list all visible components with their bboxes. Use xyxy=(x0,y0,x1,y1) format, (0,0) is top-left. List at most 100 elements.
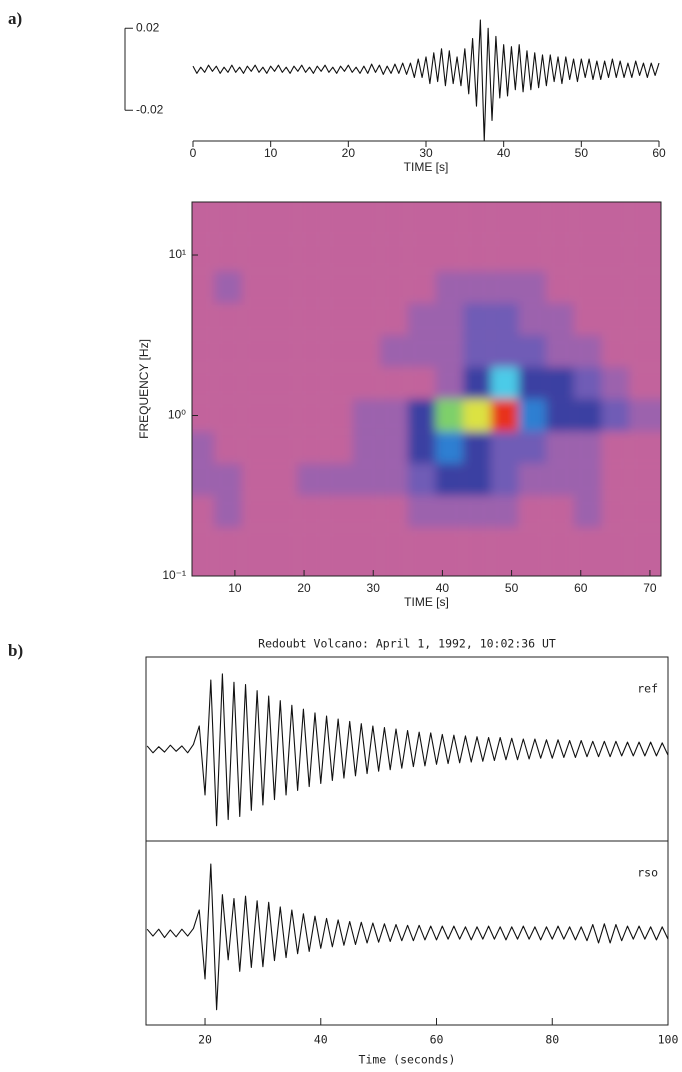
contour-cell xyxy=(269,239,298,272)
contour-cell xyxy=(573,335,602,368)
contour-cell xyxy=(352,527,381,576)
contour-cell xyxy=(214,239,242,272)
contour-cell xyxy=(269,495,298,528)
contour-cell xyxy=(241,303,270,336)
waveform xyxy=(146,673,669,827)
contour-cell xyxy=(463,431,491,464)
contour-cell xyxy=(463,303,491,336)
contour-cell xyxy=(573,271,602,304)
x-tick-label: 50 xyxy=(505,581,519,595)
contour-cell xyxy=(435,202,464,240)
contour-cell xyxy=(518,202,547,240)
plot-frame xyxy=(191,201,662,577)
contour-cell xyxy=(324,399,353,432)
contour-cell xyxy=(629,367,661,400)
contour-cell xyxy=(380,335,408,368)
contour-cell xyxy=(324,495,353,528)
contour-cell xyxy=(269,335,298,368)
contour-cell xyxy=(324,202,353,240)
contour-cell xyxy=(463,463,491,496)
contour-cell xyxy=(435,367,464,400)
contour-cell xyxy=(546,431,574,464)
contour-cell xyxy=(241,367,270,400)
contour-cell xyxy=(380,527,408,576)
contour-cell xyxy=(546,367,574,400)
contour-cell xyxy=(435,431,464,464)
contour-cell xyxy=(407,271,436,304)
x-tick-label: 60 xyxy=(652,146,666,160)
contour-cell xyxy=(435,335,464,368)
contour-cell xyxy=(573,527,602,576)
contour-cell xyxy=(546,463,574,496)
contour-cell xyxy=(380,367,408,400)
contour-cell xyxy=(241,239,270,272)
contour-cell xyxy=(407,463,436,496)
contour-cell xyxy=(573,303,602,336)
contour-cell xyxy=(463,367,491,400)
contour-cell xyxy=(490,335,519,368)
contour-cell xyxy=(324,431,353,464)
contour-cell xyxy=(601,431,630,464)
y-tick-label: 10⁰ xyxy=(168,408,186,422)
contour-cell xyxy=(380,303,408,336)
contour-cell xyxy=(490,399,519,432)
contour-cell xyxy=(546,335,574,368)
contour-cell xyxy=(490,202,519,240)
contour-cell xyxy=(518,239,547,272)
contour-cell xyxy=(435,495,464,528)
contour-cell xyxy=(352,463,381,496)
contour-cell xyxy=(192,495,215,528)
contour-cell xyxy=(380,495,408,528)
x-tick-label: 40 xyxy=(436,581,450,595)
contour-cell xyxy=(629,399,661,432)
x-tick-label: 60 xyxy=(430,1033,444,1047)
x-tick-label: 80 xyxy=(545,1033,559,1047)
series-label: ref xyxy=(637,682,658,696)
contour-cell xyxy=(546,527,574,576)
contour-cell xyxy=(601,239,630,272)
contour-cell xyxy=(573,202,602,240)
contour-cell xyxy=(435,303,464,336)
contour-cell xyxy=(214,367,242,400)
contour-cell xyxy=(241,495,270,528)
contour-cell xyxy=(214,527,242,576)
contour-cell xyxy=(352,202,381,240)
x-tick-label: 40 xyxy=(497,146,511,160)
contour-cell xyxy=(518,399,547,432)
contour-cell xyxy=(192,271,215,304)
x-axis-label: TIME [s] xyxy=(404,160,449,174)
contour-cell xyxy=(324,335,353,368)
contour-cell xyxy=(297,239,325,272)
contour-cell xyxy=(463,202,491,240)
contour-cell xyxy=(490,527,519,576)
contour-cell xyxy=(518,303,547,336)
contour-cell xyxy=(192,399,215,432)
x-axis-label: Time (seconds) xyxy=(359,1053,456,1067)
contour-cell xyxy=(241,335,270,368)
contour-cell xyxy=(324,271,353,304)
contour-cell xyxy=(297,367,325,400)
contour-cell xyxy=(380,271,408,304)
contour-cell xyxy=(241,463,270,496)
contour-cell xyxy=(573,399,602,432)
contour-cell xyxy=(629,463,661,496)
contour-cell xyxy=(546,202,574,240)
x-tick-label: 100 xyxy=(658,1033,679,1047)
contour-cell xyxy=(463,399,491,432)
contour-cell xyxy=(546,399,574,432)
contour-cell xyxy=(192,367,215,400)
contour-cell xyxy=(407,239,436,272)
contour-cell xyxy=(352,431,381,464)
x-tick-label: 20 xyxy=(342,146,356,160)
contour-cell xyxy=(435,527,464,576)
contour-cell xyxy=(241,399,270,432)
y-tick-label: 10⁻¹ xyxy=(162,568,186,582)
spectrogram xyxy=(192,202,661,576)
contour-cell xyxy=(380,202,408,240)
contour-cell xyxy=(490,239,519,272)
contour-cell xyxy=(546,303,574,336)
contour-cell xyxy=(192,303,215,336)
x-tick-label: 0 xyxy=(190,146,197,160)
contour-cell xyxy=(629,271,661,304)
